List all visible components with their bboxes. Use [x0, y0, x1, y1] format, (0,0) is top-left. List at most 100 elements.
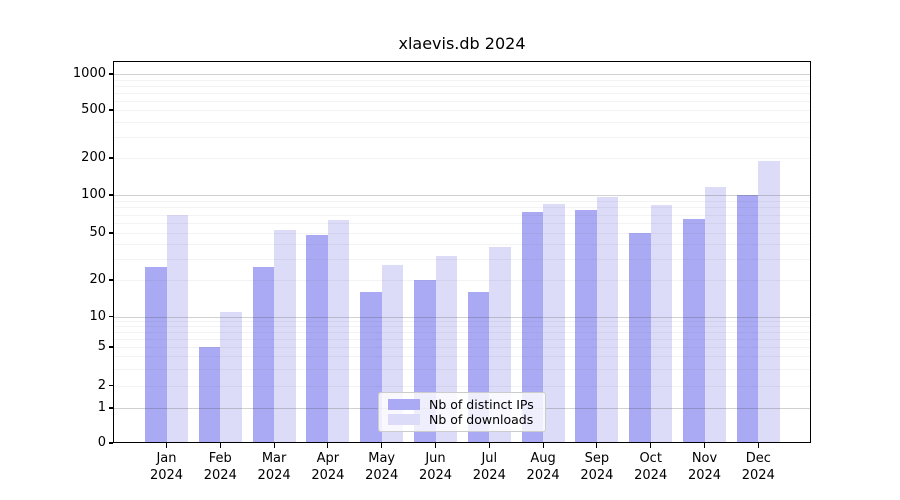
legend-swatch-downloads: [388, 414, 420, 425]
gridline-minor: [114, 110, 810, 111]
gridline-minor: [114, 79, 810, 81]
gridline-minor: [114, 121, 810, 123]
gridline-minor: [114, 214, 810, 216]
gridline-minor: [114, 326, 810, 328]
bar-downloads-mar: [274, 229, 296, 443]
gridline-minor: [114, 332, 810, 334]
y-tick-mark: [108, 407, 113, 409]
y-tick-mark: [108, 384, 113, 387]
y-tick-mark: [108, 315, 113, 318]
gridline-minor: [114, 136, 810, 138]
bar-distinct-ips-sep: [575, 210, 597, 443]
legend-label-distinct-ips: Nb of distinct IPs: [429, 397, 534, 412]
left-spine: [113, 61, 115, 443]
bar-downloads-apr: [327, 219, 350, 443]
y-tick-label: 5: [97, 339, 106, 354]
y-tick-mark: [108, 109, 113, 111]
bar-distinct-ips-may: [360, 291, 382, 443]
gridline-minor: [114, 356, 810, 358]
bar-downloads-oct: [650, 205, 673, 443]
x-tick-label-oct: Oct 2024: [634, 451, 668, 483]
y-tick-mark: [108, 279, 113, 281]
x-tick-mark: [434, 443, 437, 448]
x-tick-label-dec: Dec 2024: [741, 451, 775, 483]
plot-area: Nb of distinct IPs Nb of downloads: [113, 61, 811, 443]
y-tick-mark: [108, 73, 113, 75]
y-tick-label: 100: [81, 187, 106, 202]
bar-downloads-aug: [543, 203, 565, 443]
x-tick-mark: [650, 443, 652, 448]
x-tick-label-may: May 2024: [365, 451, 399, 483]
x-tick-mark: [381, 443, 383, 448]
bar-downloads-nov: [704, 187, 726, 443]
gridline-minor: [114, 233, 810, 234]
bar-distinct-ips-apr: [306, 235, 328, 443]
x-tick-label-jun: Jun 2024: [418, 451, 453, 483]
x-tick-mark: [703, 443, 706, 448]
gridline-minor: [114, 207, 810, 209]
y-tick-mark: [108, 194, 113, 196]
gridline-minor: [114, 339, 810, 340]
x-tick-mark: [327, 443, 329, 448]
y-tick-label: 1: [97, 400, 106, 415]
gridline-minor: [114, 368, 810, 370]
bar-distinct-ips-mar: [252, 266, 275, 443]
x-tick-label-jan: Jan 2024: [149, 451, 184, 483]
bar-downloads-sep: [596, 197, 619, 443]
x-tick-mark: [542, 443, 544, 448]
y-tick-mark: [108, 157, 113, 159]
gridline-minor: [114, 158, 810, 159]
x-tick-mark: [219, 443, 221, 448]
x-tick-label-sep: Sep 2024: [580, 451, 614, 483]
x-tick-mark: [757, 443, 759, 448]
bar-downloads-jan: [166, 214, 188, 443]
x-tick-mark: [273, 443, 275, 448]
gridline-minor: [114, 200, 810, 202]
gridline-minor: [114, 92, 810, 94]
gridline-minor: [114, 259, 810, 261]
gridline-minor: [114, 280, 810, 281]
y-tick-label: 10: [89, 308, 106, 324]
right-spine: [809, 61, 811, 443]
bar-distinct-ips-feb: [198, 347, 221, 443]
y-tick-label: 50: [89, 225, 106, 240]
legend-item-downloads: Nb of downloads: [388, 412, 536, 427]
gridline-major: [114, 316, 810, 318]
y-tick-mark: [108, 232, 113, 234]
top-spine: [113, 61, 811, 63]
legend-label-downloads: Nb of downloads: [429, 412, 534, 427]
y-tick-label: 500: [81, 102, 106, 117]
gridline-major: [114, 74, 810, 75]
gridline-major: [114, 195, 810, 196]
bar-distinct-ips-jan: [145, 266, 167, 443]
gridline-minor: [114, 100, 810, 102]
gridline-minor: [114, 385, 810, 387]
legend: Nb of distinct IPs Nb of downloads: [378, 392, 546, 432]
y-tick-label: 1000: [72, 66, 106, 81]
x-tick-label-aug: Aug 2024: [526, 451, 560, 483]
y-tick-label: 2: [97, 377, 106, 393]
y-tick-label: 200: [81, 150, 106, 165]
x-tick-label-apr: Apr 2024: [311, 451, 345, 483]
grid-layer: [113, 61, 811, 443]
gridline-minor: [114, 347, 810, 348]
gridline-minor: [114, 244, 810, 246]
gridline-minor: [114, 223, 810, 224]
legend-item-distinct-ips: Nb of distinct IPs: [388, 397, 536, 412]
y-tick-mark: [108, 442, 113, 444]
chart-title: xlaevis.db 2024: [398, 34, 526, 53]
y-tick-label: 0: [97, 435, 106, 450]
bar-downloads-dec: [758, 160, 780, 443]
bar-distinct-ips-nov: [683, 218, 705, 443]
bar-distinct-ips-oct: [629, 233, 651, 443]
bar-distinct-ips-aug: [521, 212, 544, 443]
legend-swatch-distinct-ips: [388, 399, 420, 410]
bottom-spine: [113, 441, 811, 443]
gridline-minor: [114, 85, 810, 87]
x-tick-mark: [488, 443, 490, 448]
bar-distinct-ips-dec: [736, 194, 759, 443]
y-tick-label: 20: [89, 272, 106, 287]
x-tick-mark: [165, 443, 168, 448]
x-tick-label-nov: Nov 2024: [687, 451, 722, 483]
